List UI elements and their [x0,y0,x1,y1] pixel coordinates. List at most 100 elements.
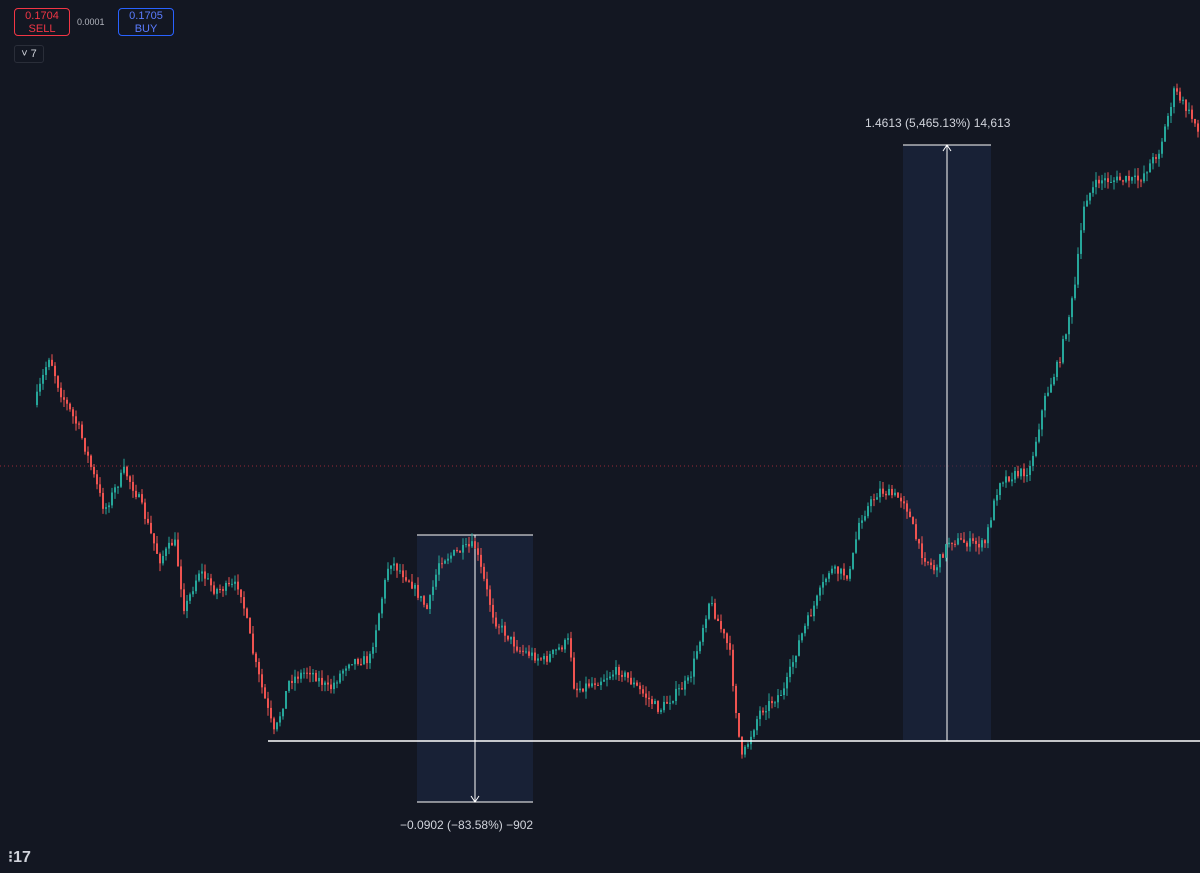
candle-part [918,539,920,544]
candle-part [213,585,215,594]
candle-part [1158,153,1160,159]
candle-part [579,688,581,691]
candle-part [897,492,899,498]
candle-part [192,591,194,595]
candle-part [183,589,185,612]
candle-part [1011,479,1013,482]
candle-part [330,684,332,690]
candle-part [543,655,545,660]
candle-part [537,658,539,661]
candle-part [1095,179,1097,188]
collapse-count: 7 [30,48,37,60]
candle-part [48,359,50,368]
candle-part [1047,392,1049,396]
candle-part [1170,106,1172,116]
candle-part [633,682,635,685]
candle-part [714,603,716,619]
candle-part [318,677,320,682]
candle-part [372,647,374,654]
candle-part [954,543,956,545]
candle-part [1110,182,1112,184]
candle-part [1122,180,1124,182]
candle-part [969,538,971,547]
candle-part [249,617,251,634]
candle-part [834,566,836,569]
candle-part [66,399,68,404]
candle-part [744,746,746,755]
candle-part [324,682,326,685]
candle-part [966,542,968,547]
candle-part [342,670,344,674]
candle-part [1194,118,1196,124]
candle-part [771,701,773,704]
candle-part [639,685,641,690]
candle-part [291,680,293,683]
candle-part [666,701,668,704]
candle-part [294,676,296,683]
candle-part [396,563,398,571]
drop-label: −0.0902 (−83.58%) −902 [400,818,534,832]
candle-part [1071,298,1073,318]
candle-part [186,600,188,612]
candle-part [636,682,638,686]
candle-part [534,652,536,661]
candle-part [1074,284,1076,299]
candle-part [588,683,590,687]
candle-part [1056,361,1058,377]
candle-part [429,595,431,609]
candle-part [414,584,416,589]
candle-part [645,693,647,698]
candle-part [1128,176,1130,181]
candle-part [312,672,314,675]
candle-part [957,538,959,545]
candle-part [423,596,425,605]
candle-part [468,544,470,547]
candle-part [798,640,800,656]
candle-part [450,555,452,559]
candle-part [753,730,755,737]
candle-part [549,654,551,662]
candle-part [381,598,383,614]
candle-part [615,666,617,675]
candle-part [927,561,929,563]
candle-part [150,522,152,534]
candle-part [225,582,227,591]
candle-part [285,690,287,709]
candle-part [171,542,173,546]
candle-part [852,552,854,569]
candle-part [39,383,41,392]
candle-part [972,538,974,541]
candle-part [792,662,794,667]
candle-part [357,658,359,664]
candle-part [1182,99,1184,101]
candle-part [105,507,107,509]
candle-part [879,488,881,498]
candle-part [987,527,989,544]
candle-part [963,539,965,543]
candle-part [855,539,857,553]
candle-part [354,658,356,665]
candle-part [612,674,614,677]
candle-part [981,540,983,548]
candle-part [366,656,368,664]
candle-part [447,558,449,561]
candle-part [1089,192,1091,201]
candle-part [456,550,458,552]
candle-part [345,668,347,671]
candle-part [858,522,860,540]
candle-part [696,651,698,659]
collapse-toggle[interactable]: ˅ 7 [14,45,44,63]
candle-part [339,673,341,683]
sell-button[interactable]: 0.1704 SELL [14,8,70,36]
candle-part [795,655,797,663]
candle-part [321,677,323,685]
candle-part [942,554,944,558]
buy-button[interactable]: 0.1705 BUY [118,8,174,36]
candle-part [1026,474,1028,477]
candle-part [444,560,446,564]
candle-part [315,672,317,682]
candle-part [1083,206,1085,231]
candle-part [306,672,308,674]
candle-part [552,649,554,655]
